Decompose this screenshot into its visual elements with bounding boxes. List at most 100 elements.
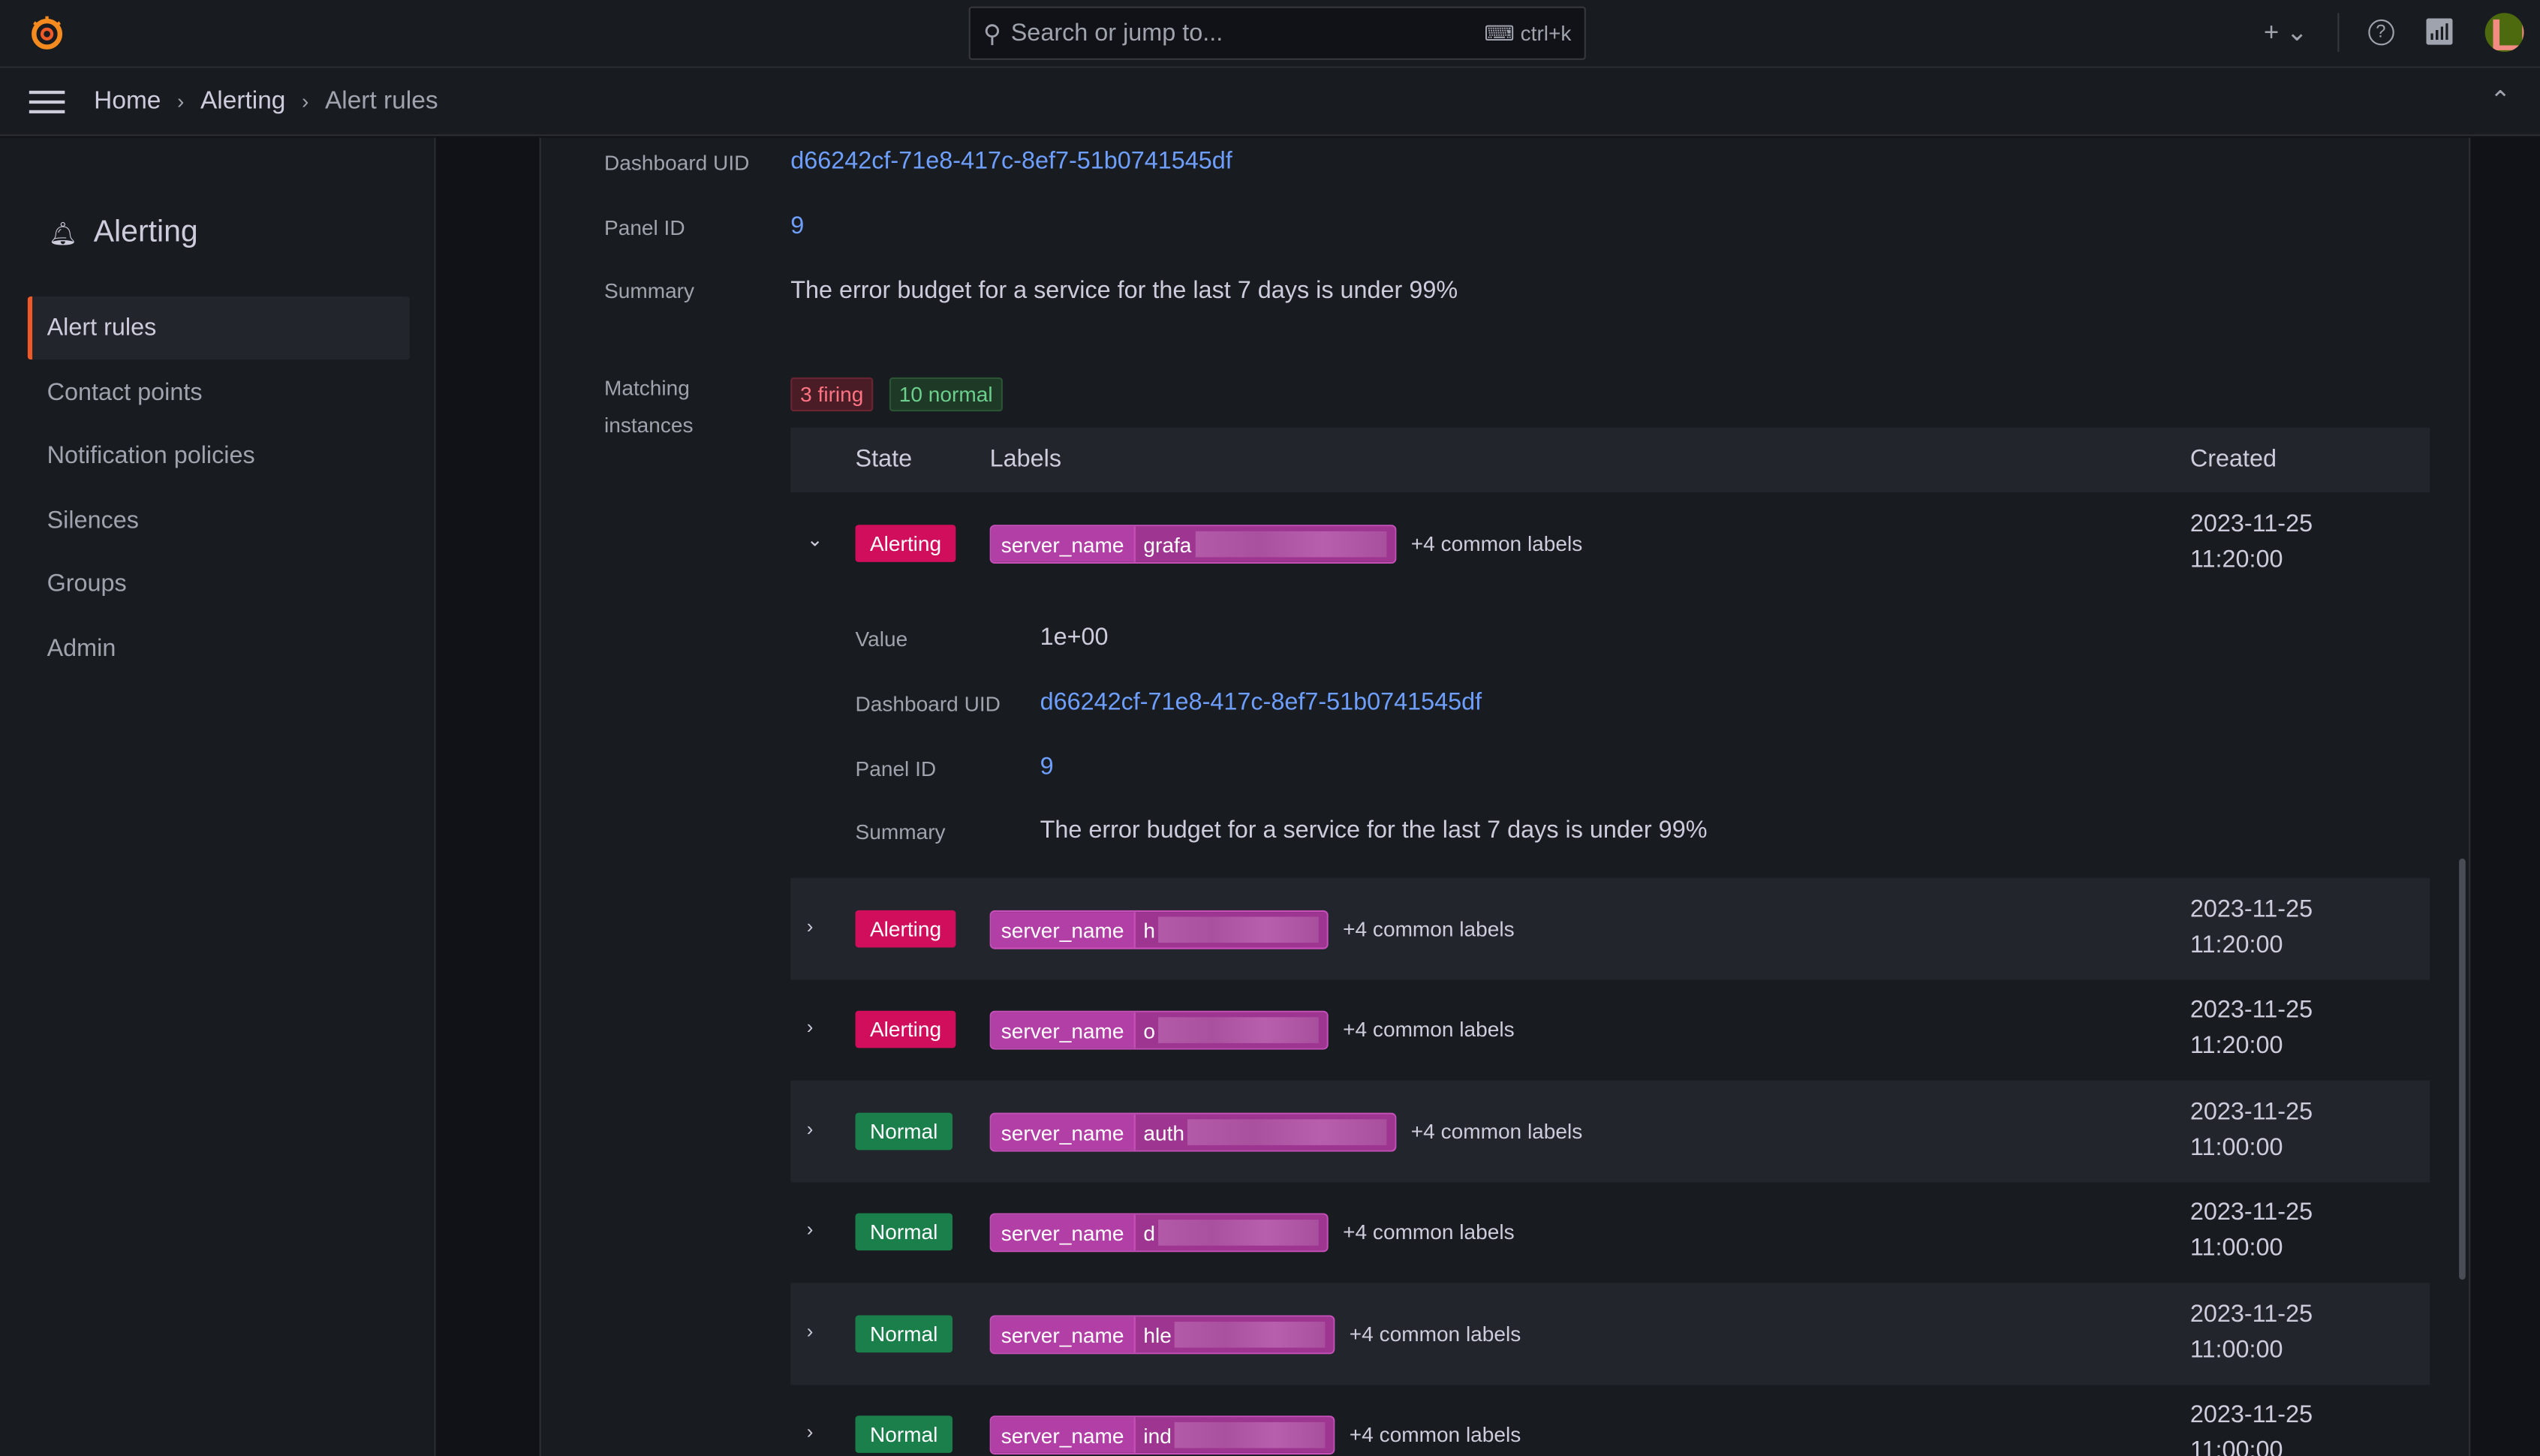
dashboard-uid-label: Dashboard UID — [604, 150, 750, 176]
sidebar-item-notification-policies[interactable]: Notification policies — [47, 442, 255, 470]
chevron-right-icon[interactable]: › — [806, 1319, 814, 1343]
breadcrumb: Home › Alerting › Alert rules ⌃ — [0, 68, 2540, 137]
label-chip: server_name hle — [989, 1315, 1335, 1355]
firing-count-badge[interactable]: 3 firing — [790, 377, 874, 412]
value-value: 1e+00 — [1040, 623, 1109, 651]
summary-value: The error budget for a service for the l… — [1040, 816, 1708, 844]
created-timestamp: 2023-11-25 11:20:00 — [2189, 510, 2313, 574]
sidebar-item-contact-points[interactable]: Contact points — [47, 379, 203, 407]
chevron-right-icon[interactable]: › — [806, 1015, 814, 1039]
sidebar-item-groups[interactable]: Groups — [47, 570, 127, 598]
sidebar: 🔔︎ Alerting Alert rules Contact points No… — [0, 137, 436, 1456]
table-row: › Normal server_name auth +4 common label… — [790, 1080, 2430, 1183]
value-label: Value — [855, 627, 908, 651]
bell-icon: 🔔︎ — [48, 219, 78, 245]
summary-label: Summary — [604, 278, 695, 303]
dashboard-uid-label: Dashboard UID — [855, 691, 1001, 716]
grafana-logo-icon[interactable] — [28, 13, 67, 52]
label-value: h — [1135, 912, 1327, 948]
common-labels-toggle[interactable]: +4 common labels — [1410, 531, 1583, 556]
top-bar: ⚲ Search or jump to... ⌨ ctrl+k + ⌄ ? 📶︎ — [0, 0, 2540, 68]
label-chip: server_name auth — [989, 1112, 1397, 1152]
label-value: auth — [1135, 1114, 1395, 1151]
chevron-right-icon[interactable]: › — [806, 915, 814, 938]
keyboard-shortcut: ⌨ ctrl+k — [1484, 20, 1572, 45]
label-value: d — [1135, 1214, 1327, 1251]
search-icon: ⚲ — [983, 20, 1001, 48]
created-timestamp: 2023-11-25 11:00:00 — [2189, 1199, 2313, 1262]
created-timestamp: 2023-11-25 11:20:00 — [2189, 996, 2313, 1060]
news-rss-icon[interactable]: 📶︎ — [2422, 19, 2456, 47]
created-timestamp: 2023-11-25 11:20:00 — [2189, 895, 2313, 959]
scrollbar[interactable] — [2459, 858, 2466, 1280]
label-key: server_name — [991, 526, 1136, 562]
panel-id-label: Panel ID — [855, 756, 937, 781]
rule-details-panel: Dashboard UID d66242cf-71e8-417c-8ef7-51… — [539, 137, 2471, 1456]
state-badge: Normal — [855, 1213, 952, 1251]
panel-id-link[interactable]: 9 — [1040, 753, 1054, 781]
label-key: server_name — [991, 1114, 1136, 1151]
avatar[interactable] — [2484, 13, 2524, 53]
chevron-right-icon[interactable]: › — [806, 1118, 814, 1141]
sidebar-item-silences[interactable]: Silences — [47, 507, 139, 535]
panel-id-link[interactable]: 9 — [790, 212, 805, 240]
sidebar-item-alert-rules[interactable]: Alert rules — [27, 296, 411, 360]
chevron-down-icon[interactable]: ⌄ — [806, 528, 823, 551]
dashboard-uid-link[interactable]: d66242cf-71e8-417c-8ef7-51b0741545df — [1040, 688, 1482, 716]
summary-value: The error budget for a service for the l… — [790, 277, 1458, 305]
label-chip: server_name grafa — [989, 525, 1397, 564]
label-chip: server_name d — [989, 1213, 1329, 1253]
breadcrumb-alerting[interactable]: Alerting — [200, 86, 286, 115]
add-icon[interactable]: + ⌄ — [2264, 19, 2308, 47]
table-row: › Normal server_name d +4 common labels 2… — [790, 1181, 2430, 1283]
state-badge: Alerting — [855, 525, 956, 562]
breadcrumb-home[interactable]: Home — [94, 86, 161, 115]
search-input[interactable]: ⚲ Search or jump to... ⌨ ctrl+k — [968, 6, 1586, 60]
header-state: State — [855, 445, 913, 474]
redacted-block — [1194, 531, 1387, 558]
label-key: server_name — [991, 1316, 1136, 1353]
label-key: server_name — [991, 1214, 1136, 1251]
breadcrumb-alert-rules[interactable]: Alert rules — [324, 86, 438, 115]
label-chip: server_name o — [989, 1010, 1329, 1050]
help-icon[interactable]: ? — [2367, 19, 2394, 46]
redacted-block — [1187, 1119, 1387, 1145]
created-timestamp: 2023-11-25 11:00:00 — [2189, 1301, 2313, 1364]
panel-id-label: Panel ID — [604, 215, 685, 240]
redacted-block — [1158, 916, 1319, 943]
common-labels-toggle[interactable]: +4 common labels — [1343, 1017, 1515, 1042]
state-badge: Normal — [855, 1415, 952, 1453]
state-badge: Normal — [855, 1315, 952, 1353]
redacted-block — [1175, 1421, 1326, 1448]
state-badge: Alerting — [855, 1010, 956, 1048]
table-row: ⌄ Alerting server_name grafa +4 common la… — [790, 492, 2430, 878]
state-badge: Normal — [855, 1112, 952, 1151]
normal-count-badge[interactable]: 10 normal — [889, 377, 1003, 412]
common-labels-toggle[interactable]: +4 common labels — [1343, 916, 1515, 941]
common-labels-toggle[interactable]: +4 common labels — [1349, 1421, 1521, 1447]
common-labels-toggle[interactable]: +4 common labels — [1410, 1119, 1583, 1144]
divider — [2337, 13, 2339, 53]
label-key: server_name — [991, 912, 1136, 948]
redacted-block — [1175, 1322, 1326, 1348]
label-value: grafa — [1135, 526, 1395, 562]
header-labels: Labels — [989, 445, 1062, 474]
created-timestamp: 2023-11-25 11:00:00 — [2189, 1400, 2313, 1456]
chevron-up-icon[interactable]: ⌃ — [2490, 87, 2511, 116]
common-labels-toggle[interactable]: +4 common labels — [1349, 1322, 1521, 1346]
chevron-right-icon[interactable]: › — [806, 1420, 814, 1443]
chevron-right-icon[interactable]: › — [806, 1217, 814, 1241]
table-header: State Labels Created — [790, 427, 2430, 493]
dashboard-uid-link[interactable]: d66242cf-71e8-417c-8ef7-51b0741545df — [790, 147, 1232, 176]
label-value: hle — [1135, 1316, 1333, 1353]
table-row: › Normal server_name hle +4 common labels… — [790, 1283, 2430, 1385]
sidebar-item-admin[interactable]: Admin — [47, 635, 116, 663]
label-value: ind — [1135, 1417, 1333, 1453]
state-badge: Alerting — [855, 910, 956, 948]
menu-icon[interactable] — [29, 89, 65, 113]
chevron-right-icon: › — [301, 89, 309, 114]
label-chip: server_name h — [989, 910, 1329, 949]
chevron-right-icon: › — [177, 89, 185, 114]
common-labels-toggle[interactable]: +4 common labels — [1343, 1220, 1515, 1244]
summary-label: Summary — [855, 820, 946, 844]
